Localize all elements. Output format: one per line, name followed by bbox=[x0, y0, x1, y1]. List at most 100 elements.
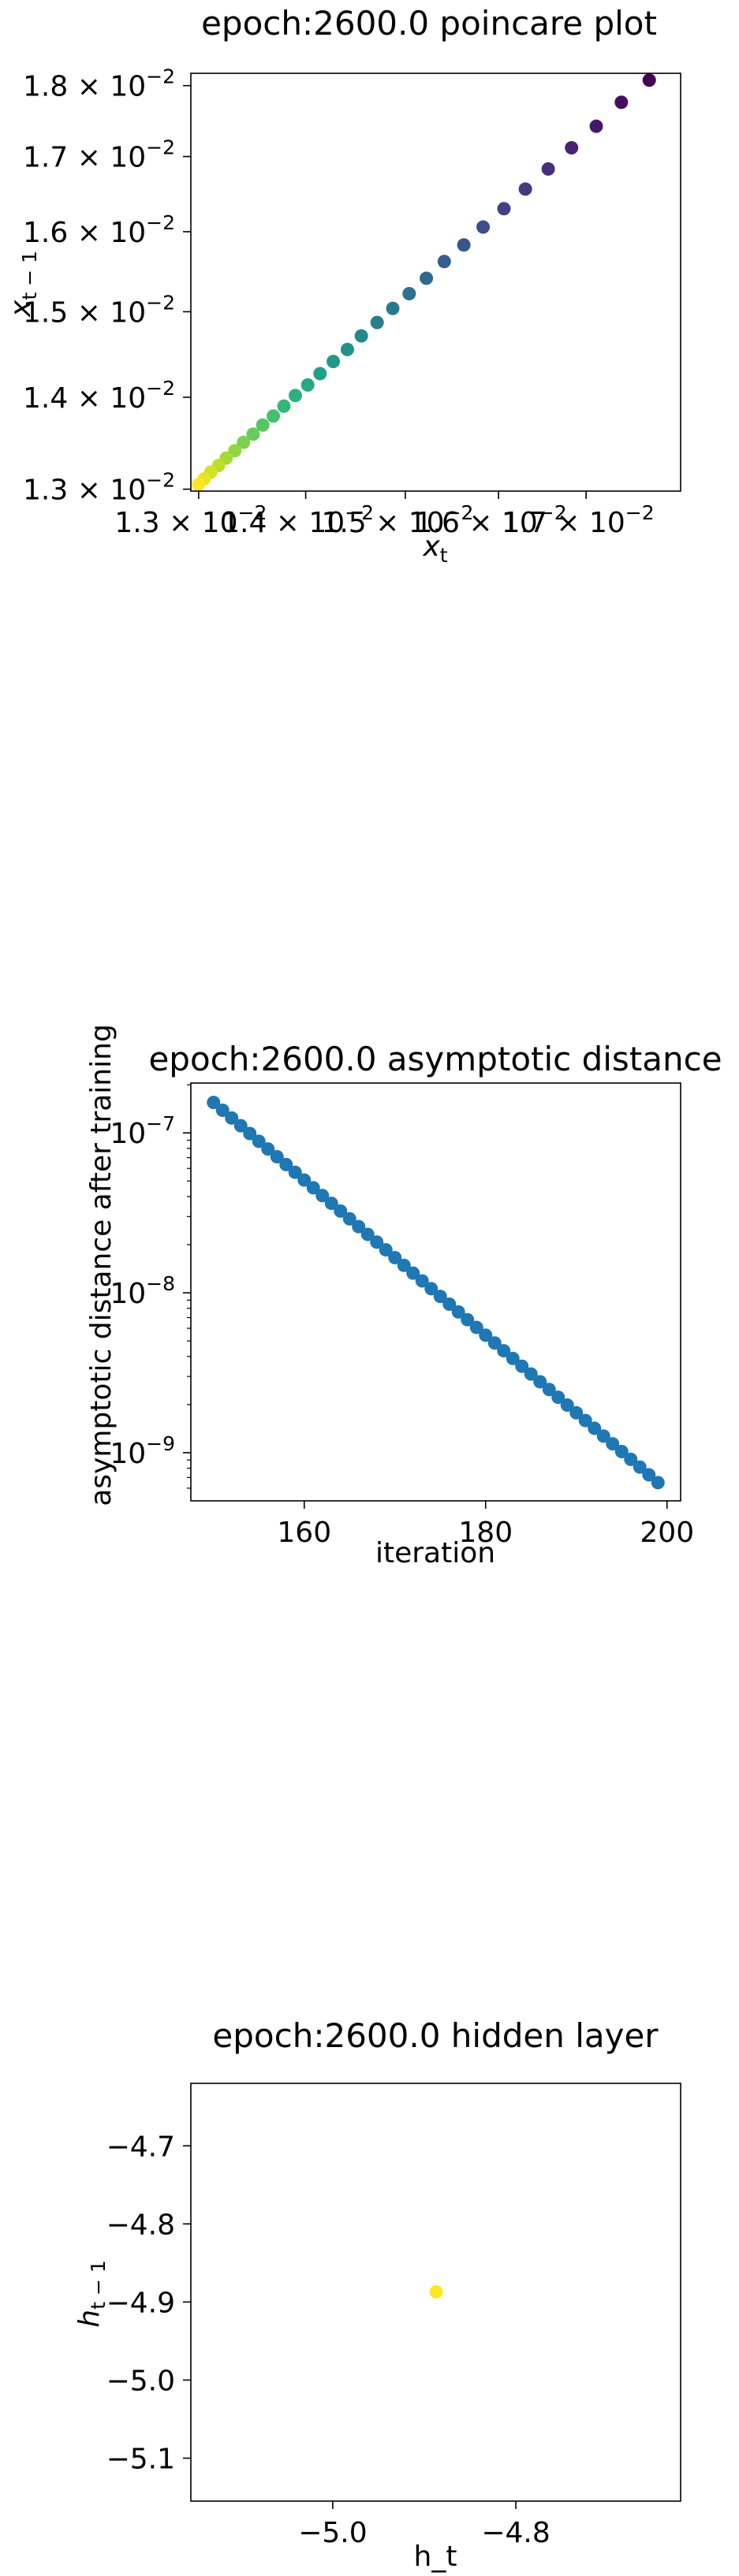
distance-point bbox=[288, 1165, 302, 1179]
asymptotic-distance-ticks: 160 180 200 10−7 10−8 10−9 bbox=[110, 1084, 694, 1549]
distance-point bbox=[424, 1282, 439, 1296]
x-tick-label: 180 bbox=[458, 1517, 513, 1549]
distance-point bbox=[370, 1235, 384, 1249]
hidden-layer-points bbox=[429, 2285, 443, 2299]
poincare-plot-frame bbox=[190, 73, 681, 492]
y-tick-label: 1.4 × 10−2 bbox=[23, 377, 175, 415]
y-tick-label: −5.0 bbox=[106, 2365, 175, 2397]
poincare-point bbox=[589, 119, 603, 133]
asymptotic-distance-plot: epoch:2600.0 asymptotic distance 160 180 2… bbox=[85, 1024, 722, 1569]
poincare-point bbox=[277, 399, 291, 413]
distance-point bbox=[606, 1437, 620, 1451]
x-tick-label: 1.7 × 10−2 bbox=[502, 501, 655, 539]
distance-point bbox=[614, 1445, 629, 1459]
distance-point bbox=[442, 1297, 457, 1312]
poincare-point bbox=[327, 355, 341, 369]
asymptotic-distance-ylabel: asymptotic distance after training bbox=[85, 1024, 118, 1506]
distance-point bbox=[252, 1134, 266, 1148]
poincare-point bbox=[386, 301, 400, 315]
y-tick-label: 1.3 × 10−2 bbox=[23, 469, 175, 507]
x-tick-label: 200 bbox=[640, 1517, 694, 1549]
distance-point bbox=[461, 1312, 475, 1327]
y-tick-label: 10−8 bbox=[110, 1272, 175, 1310]
hidden-layer-ticks: −5.0 −4.8 −4.7 −4.8 −4.9 −5.0 −5.1 bbox=[106, 2131, 551, 2549]
distance-point bbox=[487, 1336, 502, 1350]
distance-point bbox=[515, 1359, 529, 1373]
poincare-point bbox=[370, 315, 384, 329]
poincare-point bbox=[457, 238, 471, 252]
poincare-point bbox=[256, 418, 270, 432]
poincare-point bbox=[228, 444, 242, 458]
poincare-point bbox=[300, 378, 315, 392]
hidden-layer-plot: epoch:2600.0 hidden layer −5.0 −4.8 −4.7 −4… bbox=[73, 2016, 681, 2573]
distance-point bbox=[588, 1421, 602, 1435]
distance-point bbox=[569, 1405, 584, 1420]
x-tick-label: 1.6 × 10−2 bbox=[415, 501, 567, 539]
y-tick-label: 10−7 bbox=[110, 1112, 175, 1150]
poincare-point bbox=[497, 202, 511, 216]
distance-point bbox=[469, 1320, 483, 1335]
y-tick-label: −4.8 bbox=[106, 2209, 175, 2241]
distance-point bbox=[533, 1375, 547, 1389]
x-tick-label: 1.4 × 10−2 bbox=[222, 501, 374, 539]
x-tick-label: 1.3 × 10−2 bbox=[114, 501, 267, 539]
distance-point bbox=[315, 1189, 330, 1203]
poincare-point bbox=[437, 255, 451, 269]
x-tick-label: 160 bbox=[277, 1517, 331, 1549]
distance-point bbox=[642, 1468, 656, 1482]
distance-point bbox=[406, 1266, 420, 1280]
poincare-plot-title: epoch:2600.0 poincare plot bbox=[201, 4, 657, 43]
distance-point bbox=[233, 1119, 248, 1133]
x-tick-label: 1.5 × 10−2 bbox=[321, 501, 473, 539]
distance-point bbox=[596, 1429, 610, 1443]
distance-point bbox=[624, 1452, 638, 1466]
poincare-point bbox=[420, 271, 434, 285]
distance-point bbox=[279, 1157, 293, 1171]
hidden-layer-ylabel: ht − 1 bbox=[73, 2260, 110, 2327]
poincare-plot: epoch:2600.0 poincare plot 1.3 × 10−21.4… bbox=[5, 4, 681, 567]
asymptotic-distance-frame bbox=[190, 1082, 681, 1502]
y-tick-label: 1.8 × 10−2 bbox=[23, 65, 175, 103]
poincare-points bbox=[192, 73, 656, 492]
distance-point bbox=[379, 1243, 393, 1257]
x-tick-label: −4.8 bbox=[481, 2517, 550, 2549]
poincare-point bbox=[476, 220, 491, 234]
hidden-layer-title: epoch:2600.0 hidden layer bbox=[212, 2016, 659, 2055]
distance-point bbox=[297, 1173, 312, 1187]
x-tick-label: −5.0 bbox=[298, 2517, 367, 2549]
poincare-point bbox=[237, 435, 251, 449]
distance-point bbox=[352, 1219, 366, 1234]
asymptotic-distance-points bbox=[207, 1096, 665, 1490]
distance-point bbox=[578, 1413, 592, 1428]
poincare-ylabel: xt − 1 bbox=[5, 251, 41, 318]
distance-point bbox=[261, 1142, 275, 1156]
y-tick-label: −4.9 bbox=[106, 2287, 175, 2319]
poincare-xlabel: xt bbox=[422, 530, 447, 567]
y-tick-label: −5.1 bbox=[106, 2444, 175, 2476]
poincare-point bbox=[565, 141, 579, 155]
poincare-point bbox=[340, 342, 354, 356]
distance-point bbox=[451, 1305, 465, 1319]
distance-point bbox=[225, 1111, 239, 1125]
poincare-point bbox=[246, 427, 260, 441]
distance-point bbox=[397, 1258, 411, 1272]
hidden-layer-frame bbox=[190, 2083, 681, 2502]
hidden-layer-point bbox=[429, 2285, 443, 2299]
poincare-point bbox=[518, 182, 532, 196]
poincare-point bbox=[354, 329, 368, 343]
poincare-point bbox=[614, 95, 629, 110]
distance-point bbox=[360, 1227, 375, 1241]
distance-point bbox=[334, 1204, 348, 1218]
y-tick-label: 10−9 bbox=[110, 1432, 175, 1470]
distance-point bbox=[415, 1274, 429, 1288]
distance-point bbox=[524, 1367, 538, 1381]
distance-point bbox=[433, 1290, 447, 1304]
distance-point bbox=[306, 1181, 320, 1195]
poincare-ticks: 1.3 × 10−21.4 × 10−21.5 × 10−21.6 × 10−2… bbox=[23, 65, 655, 539]
distance-point bbox=[551, 1390, 565, 1405]
asymptotic-distance-title: epoch:2600.0 asymptotic distance bbox=[148, 1040, 722, 1078]
y-tick-label: 1.7 × 10−2 bbox=[23, 136, 175, 174]
distance-point bbox=[324, 1197, 338, 1211]
distance-point bbox=[270, 1150, 284, 1164]
distance-point bbox=[542, 1383, 556, 1397]
